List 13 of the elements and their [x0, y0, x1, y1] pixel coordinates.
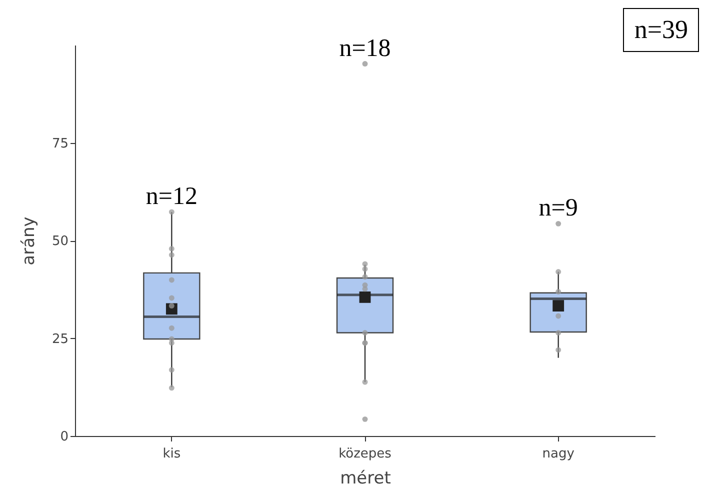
text: n=39 — [623, 8, 699, 52]
y-tick-label: 50 — [52, 234, 68, 249]
x-axis-title: méret — [340, 468, 392, 488]
x-tick-label: kis — [162, 446, 181, 462]
annotation: n=9 — [538, 194, 578, 222]
annotation: n=18 — [339, 34, 391, 62]
x-tick-label: nagy — [542, 446, 575, 462]
y-tick-label: 0 — [60, 430, 68, 444]
y-tick-label: 75 — [52, 136, 68, 152]
y-axis-title: arány — [18, 216, 39, 266]
x-tick-label: közepes — [338, 446, 392, 462]
annotation: n=12 — [146, 182, 198, 210]
y-tick-label: 25 — [52, 332, 68, 347]
